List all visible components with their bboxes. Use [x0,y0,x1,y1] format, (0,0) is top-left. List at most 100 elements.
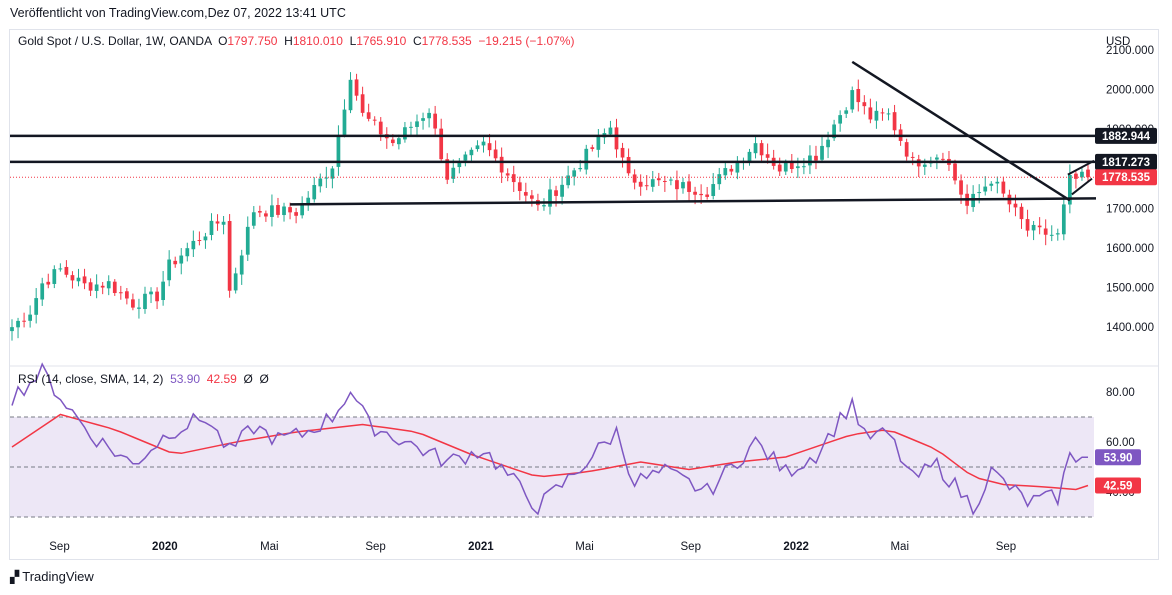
candle [100,281,105,295]
candle [650,170,655,192]
candle [251,206,256,229]
candle-body [511,174,516,183]
candle-body [904,142,909,157]
hidden-input-icon-2[interactable]: Ø [259,372,269,386]
candle-body [989,183,994,186]
candle [288,202,292,220]
candle-body [892,112,897,131]
candle [717,167,722,190]
candle [124,287,129,305]
candle [197,231,202,246]
tradingview-logo[interactable]: ▞ TradingView [10,569,94,584]
candle-body [390,139,395,144]
candle [1074,170,1078,189]
candle-body [747,151,752,162]
high-value: 1810.010 [292,34,343,48]
candle-body [977,192,982,194]
candle-body [203,236,208,241]
candle-body [1025,219,1030,231]
candle [656,172,661,186]
candle-body [439,128,444,160]
candle-body [856,88,861,103]
candle [753,135,758,159]
candle-body [233,273,238,291]
candle [1007,189,1012,213]
candle-body [644,185,649,187]
brand-name: TradingView [22,569,94,584]
candle [711,173,716,200]
candle [1049,225,1054,242]
candle [1001,176,1006,198]
candle [457,157,462,174]
candle-body [318,178,323,187]
candle-body [324,177,329,179]
candle-body [70,275,75,281]
candle [94,274,99,299]
candle-body [288,207,292,213]
candle-body [802,166,806,168]
candle [264,210,268,222]
candle [475,140,480,152]
candle-body [832,124,836,139]
candle-body [330,168,335,179]
candle [892,104,897,138]
candle [1086,164,1090,183]
candle-body [554,190,558,196]
candle-body [64,266,69,275]
candle [469,147,474,162]
candle [511,165,516,192]
candle [215,214,220,231]
candle-body [124,291,129,299]
candle-body [783,162,788,172]
candle-body [777,164,782,172]
candle-body [481,141,486,146]
candle-body [155,291,159,302]
candle [149,287,153,304]
candle [1025,209,1030,237]
candle-body [257,211,262,213]
tradingview-logo-icon: ▞ [10,569,19,584]
candle-body [717,174,722,185]
candle-body [475,145,480,150]
candle-body [910,156,915,158]
chart-frame [9,29,1159,560]
candle [1061,197,1066,241]
candle [10,319,14,341]
candle [844,107,849,119]
candle-body [1049,234,1054,236]
candle-body [294,212,298,216]
candle [294,207,298,224]
candle [82,268,87,290]
close-key: C [412,34,422,48]
candle-body [995,181,1000,184]
candle [209,213,214,241]
time-tick-label: 2022 [783,541,809,553]
candle [1019,203,1024,229]
candle [118,285,123,300]
candle-body [650,179,655,187]
candle-body [143,293,147,310]
time-tick-label: Mai [575,541,594,553]
candle-body [759,143,764,156]
candle [802,158,806,175]
rsi-value-label: 53.90 [1104,452,1133,464]
candle [70,271,75,289]
candle-body [88,282,93,291]
candle [789,153,794,174]
candle-body [282,206,286,216]
hidden-input-icon[interactable]: Ø [243,372,253,386]
candle [620,142,625,168]
candle-body [675,180,679,190]
candle-body [209,220,214,236]
time-tick-label: Sep [681,541,701,553]
candle-body [753,143,758,154]
candle-body [312,185,317,200]
candle-body [342,109,347,135]
candle-body [1037,225,1042,228]
candle-body [826,139,830,148]
candle [814,145,818,170]
candle [282,202,286,222]
price-tick-label: 2100.000 [1106,45,1154,57]
candle-body [669,179,673,181]
